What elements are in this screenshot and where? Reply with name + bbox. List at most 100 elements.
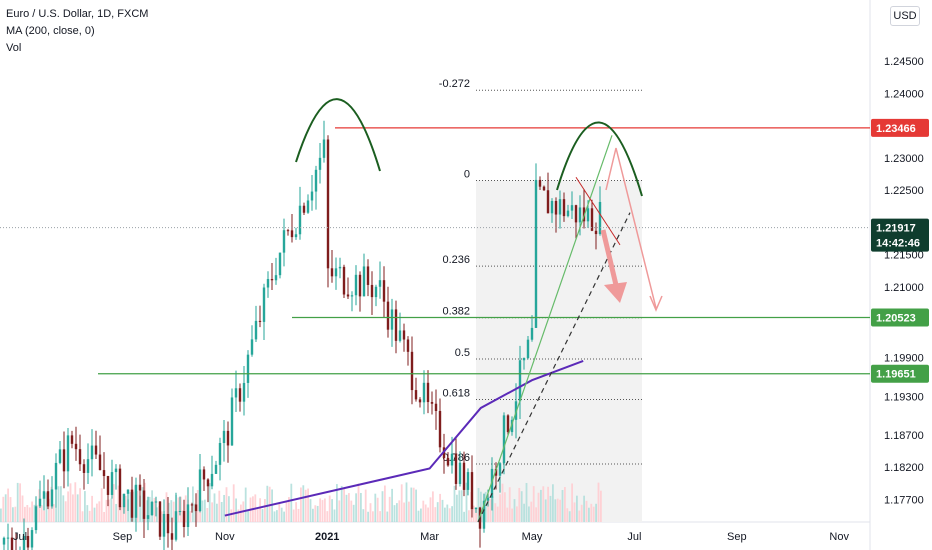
candle-body	[366, 266, 370, 285]
volume-bar	[376, 497, 379, 522]
volume-bar	[360, 492, 362, 522]
volume-bar	[122, 493, 125, 522]
peak-arc	[295, 98, 381, 172]
volume-bar	[48, 498, 50, 522]
candle-body	[302, 205, 306, 213]
x-tick-label: May	[522, 531, 543, 543]
volume-bar	[434, 507, 437, 522]
volume-bar	[595, 503, 597, 522]
y-tick-label: 1.24000	[884, 88, 924, 100]
volume-bar	[103, 511, 105, 522]
volume-bar	[165, 492, 168, 522]
candle-body	[102, 470, 106, 477]
candle-body	[430, 402, 434, 404]
x-tick-label: 2021	[315, 531, 339, 543]
volume-bar	[436, 502, 439, 522]
trendline-dashed	[477, 212, 631, 523]
volume-bar	[146, 500, 149, 522]
candle-body	[522, 357, 526, 361]
volume-bar	[196, 490, 199, 522]
volume-bar	[55, 508, 57, 522]
volume-bar	[444, 507, 446, 522]
candle-body	[130, 489, 134, 518]
projection-arrow-head	[649, 295, 663, 312]
volume-bar	[552, 484, 554, 522]
candle-body	[502, 415, 506, 464]
candle-body	[258, 320, 262, 322]
volume-bar	[374, 493, 377, 522]
volume-bar	[211, 502, 213, 522]
volume-bar	[43, 510, 45, 522]
candle-body	[206, 479, 210, 487]
volume-bar	[576, 495, 578, 522]
volume-bar	[326, 511, 329, 522]
volume-bar	[259, 498, 261, 522]
volume-bar	[194, 503, 197, 522]
volume-bar	[170, 500, 173, 522]
volume-bar	[379, 511, 381, 522]
volume-bar	[446, 504, 449, 522]
candle-body	[238, 388, 242, 402]
volume-bar	[72, 494, 74, 522]
volume-bar	[561, 489, 564, 522]
candle-body	[386, 301, 390, 330]
y-tick-label: 1.22500	[884, 185, 924, 197]
x-tick-label: Nov	[829, 531, 849, 543]
volume-bar	[542, 486, 545, 522]
candle-body	[190, 504, 194, 506]
volume-bar	[362, 509, 365, 522]
volume-bar	[465, 482, 468, 522]
candle-body	[570, 205, 574, 211]
legend-symbol[interactable]: Euro / U.S. Dollar, 1D, FXCM	[6, 8, 149, 20]
volume-bar	[427, 507, 429, 522]
volume-bar	[79, 488, 81, 522]
volume-bar	[124, 495, 127, 522]
volume-bar	[537, 492, 540, 522]
volume-bar	[432, 491, 434, 522]
legend-ma[interactable]: MA (200, close, 0)	[6, 25, 95, 37]
volume-bar	[278, 503, 281, 522]
legend-vol[interactable]: Vol	[6, 42, 22, 54]
volume-bar	[206, 507, 209, 522]
volume-bar	[280, 507, 283, 522]
x-tick-label: Sep	[727, 531, 747, 543]
candle-body	[254, 320, 258, 340]
volume-bar	[139, 495, 141, 522]
candle-body	[526, 339, 530, 358]
volume-bar	[384, 485, 386, 522]
projection-arrow	[605, 147, 657, 309]
volume-bar	[328, 495, 331, 522]
candle-body	[314, 169, 318, 192]
volume-bar	[141, 487, 144, 522]
x-tick-label: Jul	[627, 531, 641, 543]
volume-bar	[472, 505, 475, 522]
candle-body	[266, 279, 270, 288]
projection-arrow	[600, 229, 619, 286]
volume-bar	[580, 504, 583, 522]
volume-bar	[439, 493, 441, 522]
volume-bar	[74, 482, 77, 522]
volume-bar	[201, 500, 204, 522]
candle-body	[454, 453, 458, 484]
volume-bar	[57, 486, 60, 522]
volume-bar	[583, 495, 585, 522]
candle-body	[294, 234, 298, 238]
currency-button[interactable]: USD	[890, 6, 920, 26]
candle-body	[278, 252, 282, 276]
volume-bar	[31, 501, 33, 522]
volume-bar	[304, 489, 307, 522]
candle-body	[494, 468, 498, 476]
fib-label: 0.382	[442, 306, 470, 318]
candle-body	[506, 415, 510, 433]
fib-label: 0	[464, 168, 470, 180]
volume-bar	[559, 499, 561, 522]
x-tick-label: Sep	[113, 531, 133, 543]
candle-body	[54, 462, 58, 490]
volume-bar	[84, 491, 86, 522]
volume-bar	[566, 508, 569, 522]
volume-bar	[393, 505, 396, 522]
volume-bar	[184, 495, 187, 522]
candle-body	[474, 507, 478, 510]
volume-bar	[422, 500, 425, 522]
